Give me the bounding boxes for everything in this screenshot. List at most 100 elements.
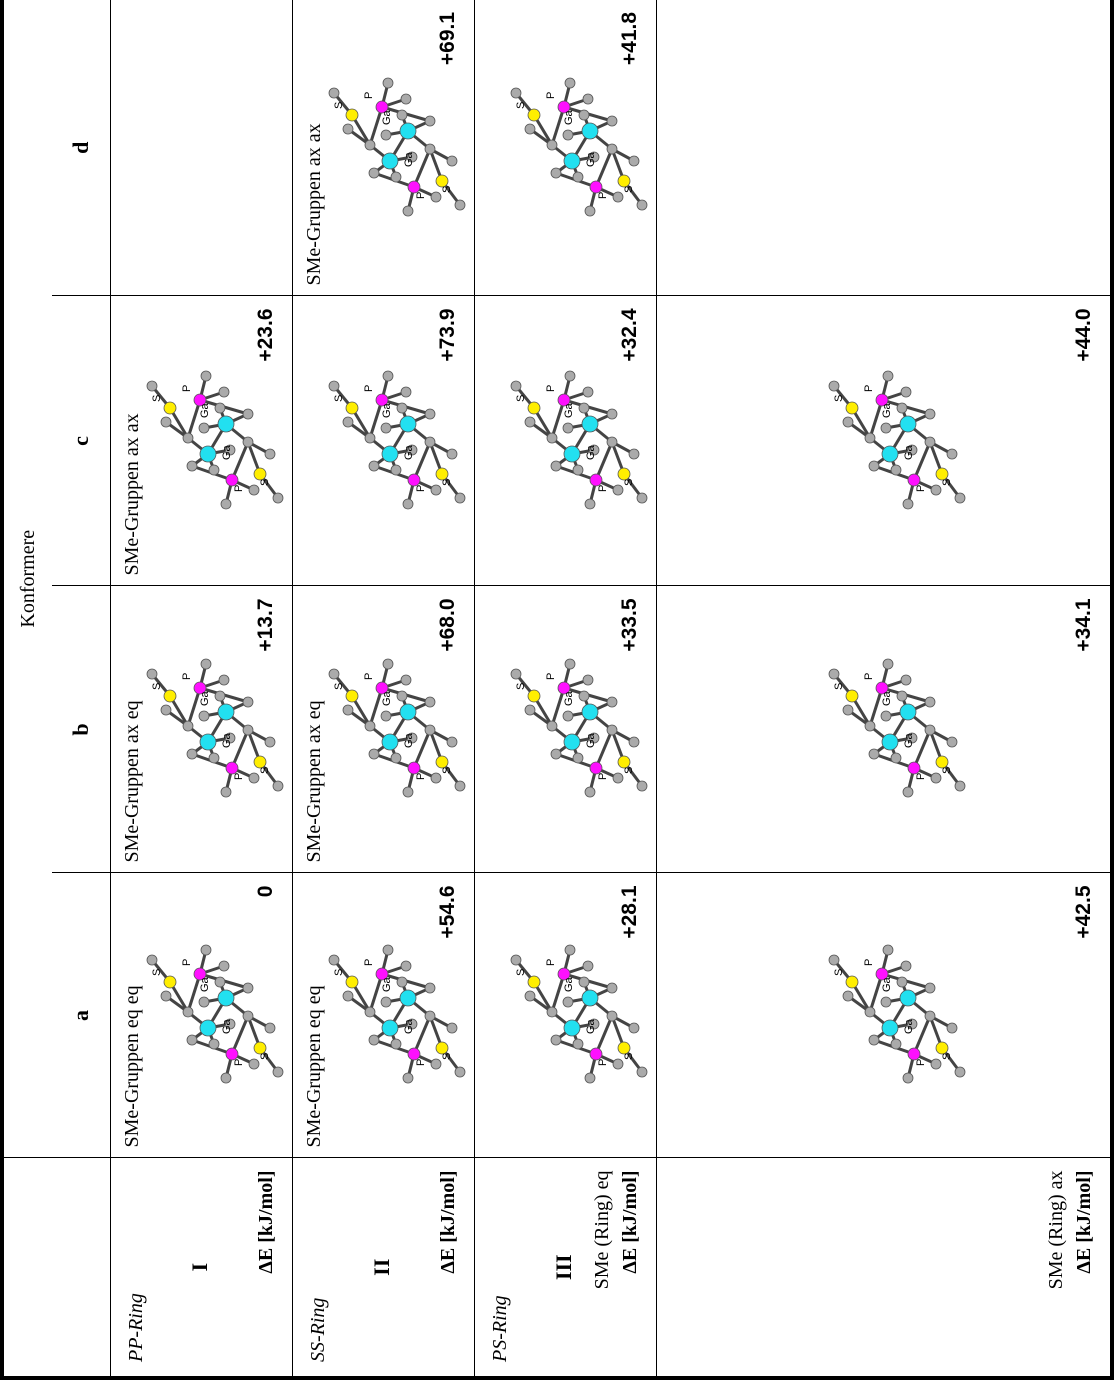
atom bbox=[454, 1067, 466, 1078]
atom bbox=[562, 997, 574, 1008]
atom bbox=[364, 721, 376, 732]
atom-label: P bbox=[181, 959, 193, 966]
atom bbox=[364, 432, 376, 444]
atom bbox=[954, 1067, 966, 1078]
atom-label: S bbox=[623, 767, 635, 774]
atom bbox=[875, 968, 889, 981]
atom bbox=[199, 734, 216, 751]
atom bbox=[193, 682, 206, 695]
atom bbox=[368, 167, 380, 179]
atom bbox=[399, 704, 417, 721]
atom bbox=[562, 422, 574, 434]
conformer-cell: Ga Ga P P S S +44.0 bbox=[656, 296, 1112, 586]
atom bbox=[564, 77, 576, 89]
atom bbox=[225, 1048, 238, 1061]
atom bbox=[582, 386, 594, 398]
energy: +28.1 bbox=[618, 885, 642, 939]
bond bbox=[912, 441, 931, 481]
bond bbox=[594, 441, 614, 481]
atom bbox=[399, 122, 417, 140]
atom bbox=[402, 787, 414, 798]
atom bbox=[375, 682, 389, 695]
atom-label: Ga bbox=[881, 402, 893, 418]
energy: +33.5 bbox=[618, 598, 642, 652]
atom-label: S bbox=[333, 395, 345, 402]
atom bbox=[446, 737, 458, 748]
atom bbox=[454, 492, 466, 504]
atom bbox=[328, 669, 340, 680]
atom bbox=[242, 436, 253, 448]
atom bbox=[828, 955, 840, 966]
energy-label: ΔE [kJ/mol] bbox=[437, 1170, 460, 1274]
bond bbox=[186, 974, 201, 1013]
atom bbox=[218, 961, 229, 972]
conformer-cell: SMe-Gruppen eq eq Ga Ga P P S S 0 bbox=[110, 873, 293, 1158]
atom-label: S bbox=[941, 1053, 953, 1060]
atom bbox=[612, 1059, 624, 1070]
atom bbox=[557, 100, 571, 114]
energy: +73.9 bbox=[436, 308, 460, 362]
atom bbox=[606, 725, 618, 736]
atom bbox=[342, 416, 354, 428]
bond bbox=[594, 148, 614, 188]
atom bbox=[864, 721, 876, 732]
bond bbox=[912, 1015, 931, 1056]
atom bbox=[880, 997, 892, 1008]
atom bbox=[589, 180, 603, 194]
atom bbox=[584, 1073, 596, 1084]
atom bbox=[828, 669, 840, 680]
atom bbox=[248, 1059, 259, 1070]
atom bbox=[900, 675, 912, 686]
atom bbox=[524, 705, 536, 716]
atom bbox=[588, 151, 600, 163]
atom bbox=[272, 1067, 283, 1078]
atom bbox=[160, 991, 171, 1002]
atom bbox=[406, 1019, 418, 1030]
atom bbox=[584, 787, 596, 798]
bond bbox=[230, 441, 249, 481]
atom bbox=[896, 402, 908, 414]
atom-label: Ga bbox=[403, 151, 415, 167]
bond bbox=[186, 688, 201, 727]
atom bbox=[248, 484, 259, 496]
atom bbox=[954, 492, 966, 504]
atom bbox=[375, 393, 389, 407]
ring-sme: SMe (Ring) eq bbox=[591, 1170, 614, 1290]
atom bbox=[220, 787, 231, 798]
atom bbox=[924, 408, 936, 420]
molecule: Ga Ga P P S S bbox=[146, 945, 283, 1084]
atom-label: P bbox=[181, 385, 193, 392]
energy: 0 bbox=[254, 885, 278, 898]
bond bbox=[912, 729, 931, 770]
atom bbox=[208, 753, 219, 764]
atom-label: S bbox=[333, 969, 345, 976]
atom-label: S bbox=[941, 479, 953, 486]
atom bbox=[612, 773, 624, 784]
row-number: I bbox=[187, 1262, 213, 1272]
atom bbox=[550, 167, 562, 179]
atom bbox=[396, 691, 408, 702]
atom bbox=[345, 108, 359, 122]
atom bbox=[924, 725, 936, 736]
atom bbox=[406, 733, 418, 744]
atom-label: P bbox=[545, 385, 557, 392]
atom bbox=[845, 690, 859, 703]
molecule: Ga Ga P P S S bbox=[510, 659, 648, 798]
bond bbox=[594, 1015, 614, 1056]
atom-label: P bbox=[597, 1059, 609, 1066]
atom-label: Ga bbox=[221, 444, 233, 460]
atom-label: Ga bbox=[585, 151, 597, 167]
atom bbox=[935, 467, 949, 481]
atom bbox=[902, 498, 914, 510]
bond bbox=[412, 729, 431, 770]
atom bbox=[946, 1023, 958, 1034]
conformer-cell: Ga Ga P P S S +73.9 bbox=[292, 296, 475, 586]
atom bbox=[896, 977, 908, 988]
bond bbox=[412, 148, 431, 188]
bond bbox=[550, 106, 566, 146]
atom bbox=[430, 773, 442, 784]
molecule: Ga Ga P P S S bbox=[510, 370, 648, 510]
atom bbox=[407, 180, 421, 194]
bond bbox=[230, 1015, 249, 1056]
atom bbox=[899, 415, 917, 433]
